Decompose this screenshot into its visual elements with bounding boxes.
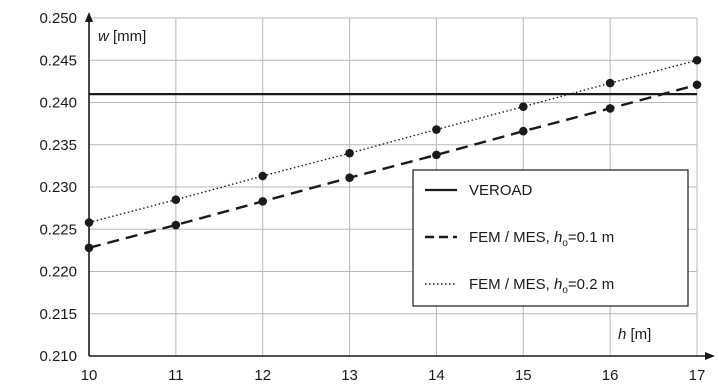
data-point xyxy=(518,102,528,112)
legend-label-2: FEM / MES, ho=0.1 m xyxy=(469,229,614,249)
axes: w [mm] h [m] xyxy=(85,12,715,360)
data-point xyxy=(345,148,354,158)
y-tick-label: 0.235 xyxy=(39,137,77,154)
series-layer xyxy=(84,55,702,253)
y-tick-label: 0.245 xyxy=(39,52,77,69)
series-line-3 xyxy=(88,59,698,224)
x-tick-label: 11 xyxy=(168,367,184,384)
x-axis-unit: [m] xyxy=(626,326,651,343)
x-axis-title: h [m] xyxy=(618,326,651,343)
data-point xyxy=(432,125,441,134)
legend-label-value: =0.1 m xyxy=(568,229,614,246)
x-axis-arrow-icon xyxy=(705,352,715,360)
x-axis-title-bg xyxy=(612,322,678,344)
y-tick-label: 0.250 xyxy=(39,10,77,27)
legend-box xyxy=(412,169,689,307)
series-line-2 xyxy=(88,83,698,249)
data-point xyxy=(258,171,268,181)
x-tick-label: 12 xyxy=(254,367,271,384)
x-tick-label: 15 xyxy=(515,367,532,384)
x-tick-label: 10 xyxy=(81,367,98,384)
data-point xyxy=(692,55,702,65)
y-tick-label: 0.225 xyxy=(39,221,77,238)
data-point xyxy=(258,197,268,206)
legend-label-value: =0.2 m xyxy=(568,276,614,293)
legend-label-text: FEM / MES, xyxy=(469,229,554,246)
y-tick-label: 0.240 xyxy=(39,95,77,112)
y-axis-symbol: w xyxy=(98,28,110,45)
y-axis-title: w [mm] xyxy=(98,28,146,45)
data-point xyxy=(345,173,354,183)
y-tick-label: 0.230 xyxy=(39,179,77,196)
legend-label-1: VEROAD xyxy=(469,182,533,199)
data-point xyxy=(432,150,441,160)
legend-label-symbol: h xyxy=(554,229,562,246)
y-tick-label: 0.210 xyxy=(39,348,77,365)
legend-label-text: FEM / MES, xyxy=(469,276,554,293)
y-tick-label: 0.215 xyxy=(39,306,77,323)
data-point xyxy=(171,195,181,204)
x-tick-label: 13 xyxy=(341,367,358,384)
y-axis-title-bg xyxy=(93,24,170,46)
data-point xyxy=(605,104,615,113)
tick-labels: 10 11 12 13 14 15 16 17 0.210 0.215 0.220 0.225 0.23… xyxy=(39,10,705,384)
legend-label-symbol: h xyxy=(554,276,562,293)
data-point xyxy=(692,80,702,90)
legend-label-text: VEROAD xyxy=(469,182,533,199)
y-tick-label: 0.220 xyxy=(39,264,77,281)
y-axis-unit: [mm] xyxy=(109,28,147,45)
data-point xyxy=(605,78,615,88)
x-axis-symbol: h xyxy=(618,326,626,343)
legend-label-subscript: o xyxy=(562,285,568,296)
x-tick-label: 16 xyxy=(602,367,619,384)
data-point xyxy=(171,220,181,230)
legend-label-3: FEM / MES, ho=0.2 m xyxy=(469,276,614,296)
data-point xyxy=(518,126,528,136)
y-axis-arrow-icon xyxy=(85,12,93,22)
legend-label-subscript: o xyxy=(562,238,568,249)
x-tick-label: 17 xyxy=(689,367,706,384)
x-tick-label: 14 xyxy=(428,367,445,384)
